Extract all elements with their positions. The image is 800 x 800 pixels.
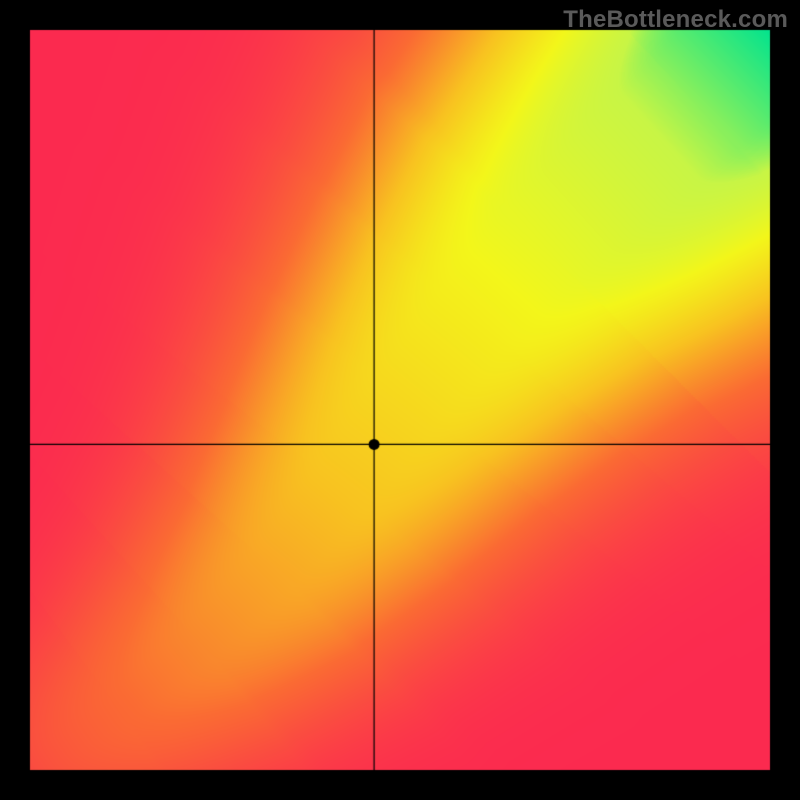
heatmap-canvas <box>0 0 800 800</box>
watermark-text: TheBottleneck.com <box>563 6 788 34</box>
chart-container: TheBottleneck.com <box>0 0 800 800</box>
